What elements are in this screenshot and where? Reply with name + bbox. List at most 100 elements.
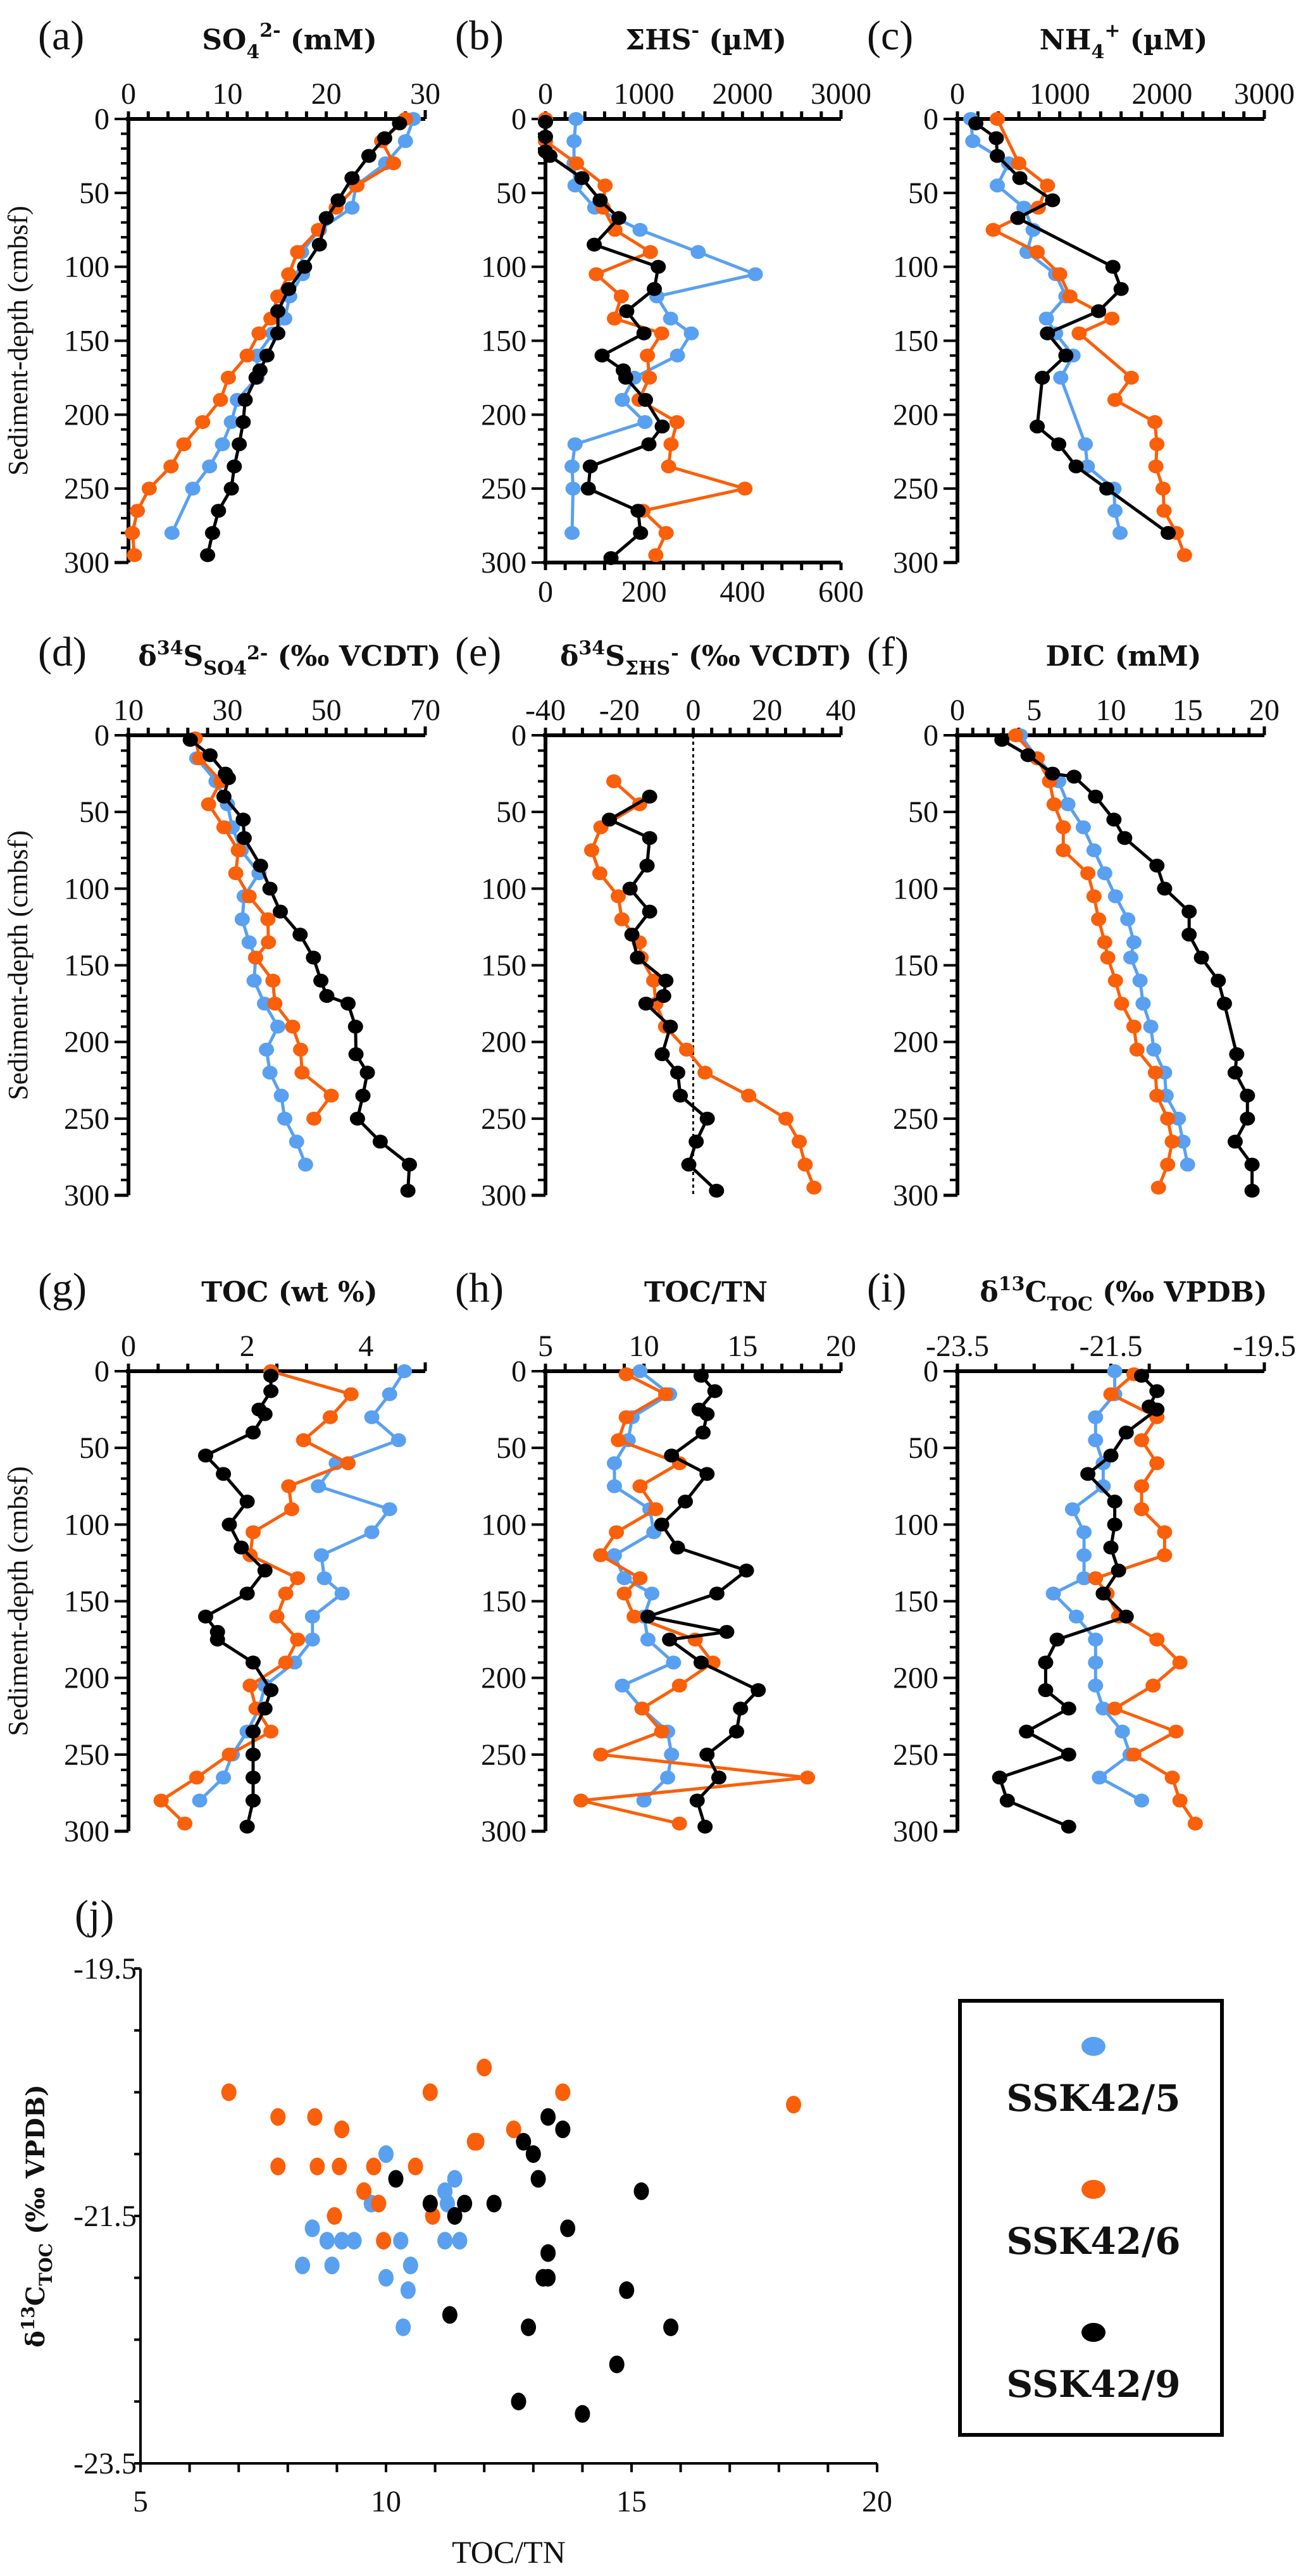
data-point: [506, 2120, 521, 2139]
data-point: [603, 551, 619, 565]
data-point: [660, 1770, 676, 1785]
data-point: [1112, 526, 1128, 540]
series-SSK42-5: [1012, 728, 1195, 1172]
data-point: [1106, 812, 1122, 827]
y-tick-label: 250: [893, 1738, 938, 1772]
data-point: [632, 1364, 648, 1378]
data-point: [786, 2096, 802, 2114]
data-point: [1156, 504, 1172, 518]
data-point: [245, 1525, 261, 1540]
y-tick-label: 300: [64, 1815, 109, 1848]
data-point: [327, 2207, 342, 2225]
x-tick-label: 0: [121, 77, 136, 111]
y-tick-label: -19.5: [73, 1952, 137, 1986]
data-point: [1052, 267, 1068, 282]
data-point: [1056, 843, 1071, 857]
data-point: [642, 831, 657, 845]
panel-title: δ13CTOC (‰ VPDB): [980, 1273, 1267, 1316]
data-point: [644, 1586, 660, 1601]
data-point: [234, 912, 250, 926]
title-main: DIC: [1046, 640, 1106, 673]
data-point: [265, 973, 281, 988]
data-point: [1064, 1502, 1080, 1517]
data-point: [654, 326, 670, 340]
data-point: [642, 245, 658, 259]
series-SSK42-5: [1045, 1364, 1149, 1808]
x-tick-label: 10: [371, 2485, 401, 2518]
x-tick-label: 0: [121, 1329, 136, 1363]
data-point: [192, 1793, 208, 1808]
data-point: [618, 370, 633, 385]
data-point: [618, 1410, 634, 1424]
data-point: [234, 1540, 249, 1555]
data-point: [728, 1724, 744, 1739]
y-tick-label: 0: [94, 719, 109, 752]
y-tick-label: 100: [64, 251, 109, 284]
data-point: [164, 526, 180, 540]
data-point: [1148, 459, 1164, 474]
data-point: [382, 1387, 397, 1402]
data-point: [1075, 820, 1091, 835]
data-point: [597, 178, 613, 193]
title-subscript: TOC: [1047, 1293, 1093, 1316]
y-tick-label: 50: [908, 1431, 938, 1465]
y-tick-label: 250: [481, 472, 526, 506]
data-point: [1157, 1525, 1173, 1540]
legend-label: SSK42/5: [1006, 2077, 1180, 2120]
series-SSK42-5: [963, 112, 1128, 540]
data-point: [583, 843, 599, 857]
x-tick-label: 20: [311, 77, 342, 111]
series-SSK42-9: [994, 733, 1260, 1198]
data-point: [227, 459, 242, 474]
data-point: [355, 1088, 371, 1103]
data-point: [654, 1517, 670, 1532]
panel-label: (h): [455, 1265, 504, 1311]
data-point: [639, 858, 655, 873]
data-point: [737, 482, 753, 496]
y-tick-label: 150: [893, 949, 938, 983]
x-tick-label: -23.5: [926, 1329, 989, 1363]
data-point: [334, 1586, 350, 1601]
data-point: [709, 1183, 725, 1198]
data-point: [606, 1548, 622, 1562]
data-point: [270, 289, 286, 304]
title-main: ΣHS: [625, 24, 691, 56]
data-point: [340, 1456, 356, 1471]
x-tick-label: 30: [212, 694, 242, 727]
data-point: [1049, 1633, 1065, 1647]
x-tick-label: 10: [1096, 694, 1126, 727]
y-label-main: C: [21, 2286, 51, 2306]
x-tick-label: 5: [538, 1329, 553, 1363]
data-point: [661, 459, 676, 474]
data-point: [235, 415, 251, 430]
data-point: [1135, 997, 1151, 1011]
series-SSK42-9: [197, 1369, 279, 1834]
data-point: [285, 1019, 301, 1034]
legend-marker: [1081, 2037, 1106, 2056]
series-SSK42-5: [606, 1364, 682, 1808]
data-point: [293, 1042, 309, 1057]
data-point: [322, 1410, 338, 1424]
data-point: [606, 1456, 622, 1471]
x-tick-label: 20: [862, 2485, 892, 2518]
x-tick-label: 0: [538, 77, 553, 111]
data-point: [1155, 482, 1171, 496]
data-point: [1061, 1747, 1076, 1762]
data-point: [1123, 950, 1139, 965]
data-point: [457, 2194, 473, 2213]
data-point: [236, 831, 252, 845]
data-point: [699, 1407, 715, 1421]
series-SSK42-9: [601, 789, 725, 1198]
data-point: [1062, 289, 1078, 304]
data-point: [130, 504, 146, 518]
x-bottom-tick-label: 400: [719, 575, 765, 609]
y-axis-label: Sediment-depth (cmbsf): [3, 830, 34, 1100]
data-point: [476, 2058, 492, 2077]
data-point: [270, 326, 286, 340]
y-tick-label: 250: [64, 472, 109, 506]
data-point: [176, 437, 192, 452]
data-point: [1244, 1157, 1260, 1172]
y-tick-label: 50: [496, 1431, 526, 1465]
data-point: [1120, 912, 1136, 926]
data-point: [1114, 1724, 1130, 1739]
